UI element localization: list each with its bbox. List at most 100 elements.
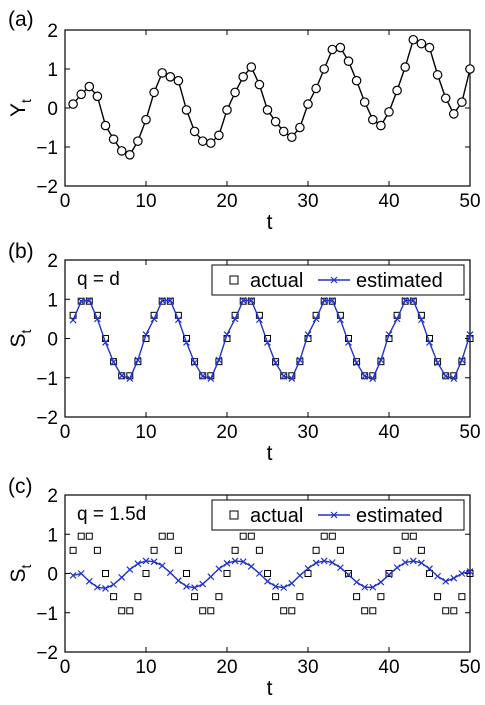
data-point: [377, 578, 385, 586]
data-point: [166, 297, 174, 305]
data-point: [458, 570, 466, 577]
y-tick-label: 2: [47, 21, 58, 42]
data-point: [343, 56, 354, 66]
data-point: [440, 93, 451, 104]
data-point: [401, 559, 409, 566]
data-point: [385, 571, 393, 579]
data-point: [426, 570, 433, 577]
data-point: [214, 130, 224, 141]
data-point: [238, 72, 248, 82]
x-tick-label: 20: [216, 191, 237, 212]
y-tick-label: −1: [36, 369, 58, 390]
data-point: [335, 42, 346, 53]
data-point: [126, 566, 134, 573]
legend: actual estimated: [211, 499, 465, 531]
data-point: [286, 132, 297, 143]
data-point: [93, 583, 101, 591]
data-point: [158, 297, 166, 304]
y-tick-label: 1: [47, 60, 58, 81]
data-point: [312, 559, 320, 567]
y-tick-label: −1: [36, 138, 58, 159]
x-tick-label: 50: [459, 657, 480, 678]
x-axis-label: t: [267, 211, 273, 234]
data-point: [369, 375, 377, 382]
x-tick-label: 10: [135, 657, 156, 678]
data-point: [231, 557, 239, 565]
data-point: [450, 375, 458, 382]
data-point: [247, 532, 255, 540]
data-point: [345, 571, 352, 579]
y-tick-label: −2: [36, 643, 58, 664]
legend-marker-x: [330, 511, 338, 519]
data-point: [400, 62, 410, 72]
data-point: [207, 607, 215, 615]
data-point: [377, 593, 385, 601]
data-point: [197, 136, 208, 146]
data-point: [345, 339, 352, 346]
data-point: [239, 532, 247, 540]
data-point: [191, 584, 199, 592]
data-point: [345, 570, 352, 577]
data-point: [173, 75, 184, 86]
data-point: [183, 339, 190, 346]
data-point: [336, 564, 344, 572]
data-point: [126, 375, 134, 382]
data-point: [353, 593, 361, 601]
data-point: [270, 116, 281, 127]
series-line: [72, 560, 471, 590]
data-point: [409, 297, 417, 304]
data-point: [150, 546, 158, 554]
series-estimated: [69, 297, 474, 382]
data-point: [246, 62, 257, 72]
x-tick-label: 0: [60, 191, 71, 212]
data-point: [158, 532, 166, 540]
data-point: [296, 593, 304, 601]
legend-marker-x: [330, 276, 338, 284]
data-point: [401, 297, 409, 304]
x-tick-label: 10: [135, 422, 156, 443]
x-axis-label: t: [267, 442, 273, 465]
data-point: [76, 89, 86, 100]
data-point: [401, 297, 409, 305]
legend-box: [211, 264, 465, 296]
data-point: [141, 114, 151, 125]
y-axis-label-main: S: [7, 333, 30, 347]
data-point: [255, 546, 263, 554]
y-tick-label: −2: [36, 177, 58, 198]
data-point: [110, 358, 118, 366]
data-point: [359, 97, 370, 107]
data-point: [92, 91, 103, 102]
data-point: [166, 532, 174, 540]
data-point: [199, 607, 207, 615]
data-point: [393, 564, 401, 572]
data-point: [417, 316, 425, 324]
series-data-0: [68, 34, 475, 160]
data-point: [100, 120, 111, 131]
data-point: [125, 150, 135, 160]
data-point: [134, 356, 142, 364]
data-point: [278, 126, 289, 137]
data-point: [206, 138, 216, 148]
series-line: [72, 38, 471, 156]
data-point: [207, 573, 215, 581]
data-point: [264, 577, 271, 585]
data-point: [191, 358, 199, 366]
data-point: [426, 339, 433, 346]
data-point: [280, 584, 288, 592]
data-point: [353, 359, 361, 367]
y-tick-label: −2: [36, 408, 58, 429]
y-axis-label-sub: t: [18, 564, 34, 568]
x-axis-label: t: [267, 677, 273, 700]
data-point: [369, 583, 377, 591]
data-point: [134, 560, 142, 568]
data-point: [361, 583, 369, 591]
data-point: [450, 607, 458, 615]
data-point: [110, 358, 118, 366]
data-point: [336, 546, 344, 554]
y-tick-label: 1: [47, 290, 58, 311]
data-point: [231, 315, 239, 323]
data-point: [150, 558, 158, 566]
x-tick-label: 30: [297, 191, 318, 212]
